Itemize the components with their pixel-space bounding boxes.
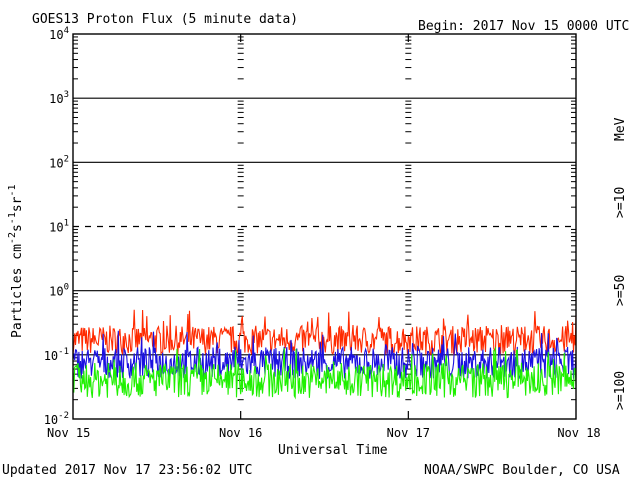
y-tick-exp: -2	[58, 411, 69, 421]
y-axis-label-mid1: s	[10, 224, 25, 232]
y-tick-exp: 0	[64, 283, 69, 293]
y-tick-exp: 4	[64, 26, 69, 36]
series-line-50	[72, 330, 577, 379]
y-axis-label-exp2: -1	[7, 212, 18, 224]
x-axis-label: Universal Time	[278, 443, 388, 458]
x-tick-label: Nov 15	[47, 426, 90, 440]
legend-series-50: >=50	[613, 275, 628, 306]
x-tick-label: Nov 16	[219, 426, 262, 440]
y-axis-label-mid2: sr	[10, 196, 25, 212]
y-tick-label: 104	[49, 26, 69, 42]
legend-unit-mev: MeV	[613, 117, 628, 141]
y-tick-exp: 2	[64, 154, 69, 164]
x-tick-label: Nov 17	[387, 426, 430, 440]
plot-frame	[72, 33, 577, 420]
y-tick-label: 101	[49, 219, 69, 235]
y-tick-label: 102	[49, 154, 69, 170]
y-tick-label: 103	[49, 90, 69, 106]
series-line-100	[72, 347, 577, 400]
series-line-10	[72, 309, 577, 357]
y-tick-label: 100	[49, 283, 69, 299]
footer-updated: Updated 2017 Nov 17 23:56:02 UTC	[2, 463, 252, 478]
y-tick-label: 10-2	[44, 411, 69, 427]
y-tick-base: 10	[49, 285, 63, 299]
y-tick-base: 10	[44, 349, 58, 363]
y-tick-base: 10	[44, 413, 58, 427]
y-axis-label-exp3: -1	[7, 184, 18, 196]
begin-label: Begin: 2017 Nov 15 0000 UTC	[418, 19, 629, 34]
plot-border	[72, 33, 577, 420]
y-tick-base: 10	[49, 156, 63, 170]
legend-series-10: >=10	[613, 187, 628, 218]
y-tick-base: 10	[49, 221, 63, 235]
y-axis-label-exp1: -2	[7, 232, 18, 244]
footer-source: NOAA/SWPC Boulder, CO USA	[424, 463, 620, 478]
chart-title: GOES13 Proton Flux (5 minute data)	[32, 12, 298, 27]
y-tick-exp: 3	[64, 90, 69, 100]
x-tick-label: Nov 18	[557, 426, 600, 440]
y-tick-exp: -1	[58, 347, 69, 357]
y-tick-exp: 1	[64, 219, 69, 229]
y-axis-label-base: Particles cm	[10, 244, 25, 338]
y-tick-label: 10-1	[44, 347, 69, 363]
y-tick-base: 10	[49, 28, 63, 42]
legend-series-100: >=100	[613, 371, 628, 410]
series-layer	[72, 309, 577, 400]
y-tick-base: 10	[49, 92, 63, 106]
y-axis-label: Particles cm-2s-1sr-1	[7, 184, 25, 338]
x-tick-labels: Nov 15 Nov 16 Nov 17 Nov 18	[47, 426, 601, 440]
